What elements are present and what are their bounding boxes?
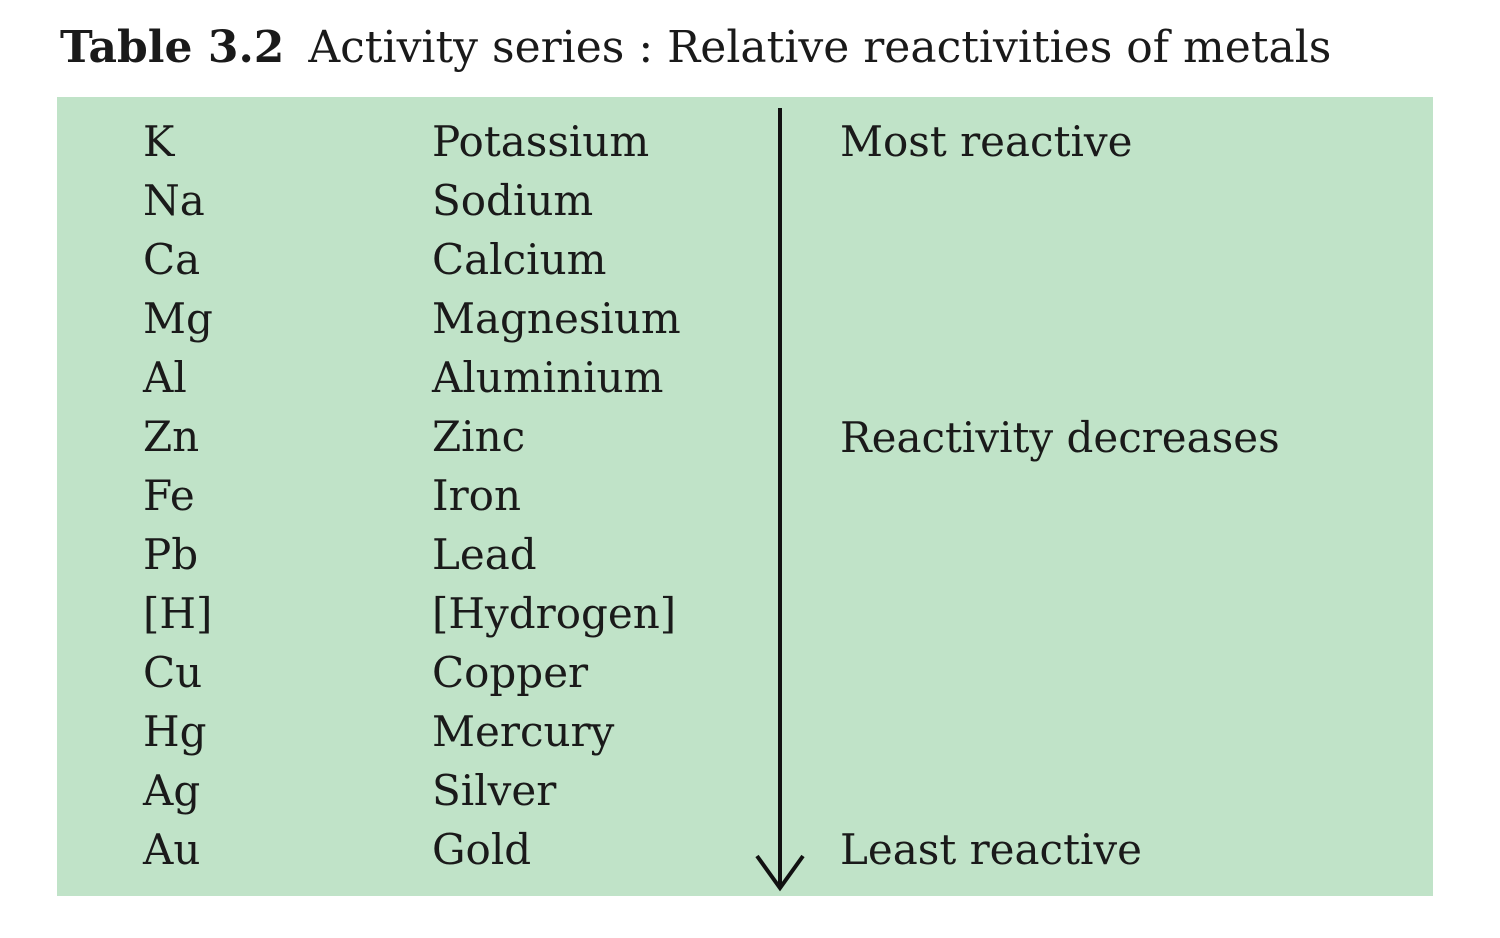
metal-name: Potassium [432,117,649,166]
table-background [57,97,1433,896]
table-rows: K Potassium Na Sodium Ca Calcium Mg Magnesium Al… [142,117,681,874]
metal-symbol: Mg [143,294,213,343]
metal-symbol: Ag [142,766,200,815]
metal-name: [Hydrogen] [432,589,676,638]
arrow-head [755,854,805,892]
metal-name: Silver [432,766,557,815]
metal-symbol: Ca [143,235,200,284]
metal-name: Mercury [432,707,615,756]
metal-symbol: Pb [143,530,198,579]
metal-symbol: Cu [143,648,202,697]
metal-name: Calcium [432,235,606,284]
metal-symbol: K [143,117,176,166]
title: Table 3.2 Activity series : Relative rea… [60,22,1331,73]
metal-symbol: Zn [143,412,199,461]
metal-symbol: Fe [143,471,195,520]
metal-name: Copper [432,648,589,697]
metal-name: Aluminium [431,353,663,402]
metal-name: Iron [432,471,521,520]
annotation: Most reactive [840,117,1132,166]
metal-symbol: Hg [143,707,207,756]
metal-name: Zinc [432,412,525,461]
metal-name: Lead [432,530,537,579]
annotation: Reactivity decreases [840,413,1280,462]
metal-name: Sodium [432,176,593,225]
table-label: Table 3.2 [60,22,284,73]
annotation: Least reactive [840,825,1142,874]
metal-symbol: Al [142,353,187,402]
metal-symbol: Au [142,825,200,874]
metal-symbol: Na [143,176,205,225]
metal-name: Magnesium [432,294,681,343]
metal-name: Gold [432,825,531,874]
metal-symbol: [H] [143,589,212,638]
table-title: Activity series : Relative reactivities … [307,22,1331,73]
